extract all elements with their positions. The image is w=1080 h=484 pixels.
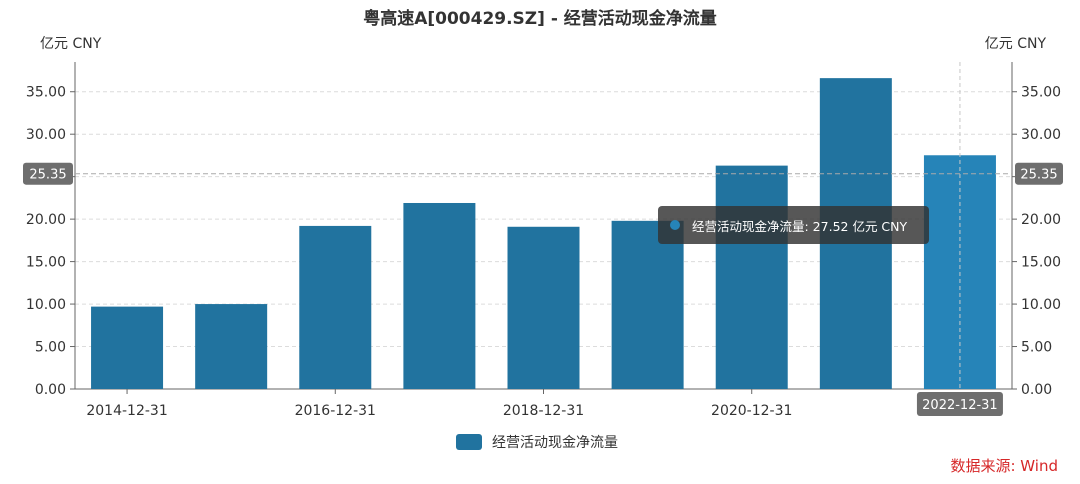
crosshair-label-box-right [1015,162,1063,185]
x-tick-label: 2018-12-31 [503,403,584,419]
left-axis-unit: 亿元 CNY [40,36,102,52]
bar [507,226,580,389]
x-tick-label: 2020-12-31 [711,403,792,419]
legend-label: 经营活动现金净流量 [492,435,618,451]
y-tick-label-right: 0.00 [1021,382,1052,398]
y-tick-label-left: 0.00 [35,382,66,398]
crosshair-label-left: 25.35 [29,168,66,183]
y-tick-label-right: 30.00 [1021,127,1061,143]
legend-swatch [456,434,482,450]
bar [195,304,268,389]
chart-tooltip: 经营活动现金净流量: 27.52 亿元 CNY [658,206,929,244]
y-tick-label-left: 35.00 [26,85,66,101]
crosshair-label-box-left [23,162,73,185]
x-tick-label: 2014-12-31 [86,403,167,419]
bar [715,165,788,389]
y-tick-label-right: 20.00 [1021,212,1061,228]
bar [403,202,476,389]
right-axis-unit: 亿元 CNY [984,36,1046,52]
y-tick-label-left: 15.00 [26,255,66,271]
bar [91,306,164,389]
tooltip-text: 经营活动现金净流量: 27.52 亿元 CNY [692,218,908,234]
y-tick-label-right: 35.00 [1021,85,1061,101]
y-tick-label-left: 5.00 [35,340,66,356]
bar [611,220,684,389]
crosshair-x-label-box [916,392,1003,416]
chart-legend[interactable]: 经营活动现金净流量 [456,432,618,452]
tooltip-series-dot [670,220,680,230]
y-tick-label-left: 10.00 [26,297,66,313]
x-tick-label: 2016-12-31 [295,403,376,419]
y-tick-label-right: 15.00 [1021,255,1061,271]
data-source-note: 数据来源: Wind [950,457,1058,475]
bar [299,225,372,389]
chart-title: 粤高速A[000429.SZ] - 经营活动现金净流量 [363,9,717,29]
y-tick-label-left: 20.00 [26,212,66,228]
crosshair-label-right: 25.35 [1020,168,1057,183]
y-tick-label-right: 5.00 [1021,340,1052,356]
y-tick-label-right: 10.00 [1021,297,1061,313]
crosshair-x-label: 2022-12-31 [922,398,998,413]
y-tick-label-left: 30.00 [26,127,66,143]
